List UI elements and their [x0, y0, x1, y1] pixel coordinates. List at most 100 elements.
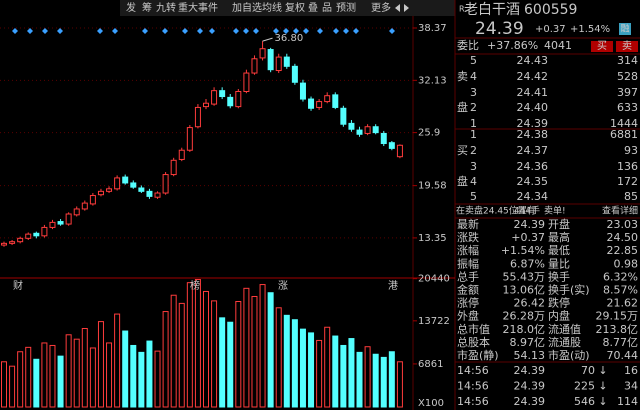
volume-bar: [49, 344, 56, 408]
event-marker[interactable]: [182, 28, 188, 34]
event-marker[interactable]: [253, 28, 259, 34]
trade-arrow: ↓: [598, 395, 607, 408]
event-flag[interactable]: 港: [388, 280, 398, 292]
toolbar-button[interactable]: 均线: [262, 1, 282, 14]
stat-label: 换手(实): [548, 283, 590, 297]
book-volume: 6881: [610, 128, 638, 141]
toolbar-arrows[interactable]: [395, 4, 409, 12]
volume-bar: [380, 356, 387, 408]
event-marker[interactable]: [243, 28, 249, 34]
toolbar-button[interactable]: 复权: [285, 1, 305, 14]
book-level: 1: [470, 117, 477, 130]
candle-body: [81, 202, 88, 210]
stat-label: 振幅: [457, 256, 479, 270]
volume-bar: [73, 338, 80, 408]
volume-bar: [372, 353, 379, 408]
change-pct: +1.54%: [570, 24, 610, 35]
y-tick-label: 19.58: [418, 181, 447, 192]
candle-body: [33, 232, 40, 237]
book-price: 24.42: [517, 70, 549, 83]
volume-bar: [332, 335, 339, 408]
event-marker[interactable]: [303, 28, 309, 34]
y-tick-label: 25.9: [418, 128, 440, 139]
sell-button[interactable]: 卖: [622, 40, 632, 52]
trade-time: 14:56: [457, 364, 489, 377]
event-marker[interactable]: [273, 28, 279, 34]
y-tick-label: 38.37: [418, 23, 447, 34]
event-marker[interactable]: [57, 28, 63, 34]
volume-bar: [186, 282, 193, 408]
candle-body: [1, 242, 7, 246]
stat-label: 金额: [457, 283, 479, 297]
r-badge: R: [459, 5, 465, 14]
volume-bar: [130, 344, 137, 408]
book-price: 24.35: [517, 175, 549, 188]
toolbar-button[interactable]: 预测: [336, 1, 356, 14]
trade-volume: 546: [574, 395, 595, 408]
alert-link[interactable]: 查看详细: [602, 205, 638, 217]
book-volume: 136: [617, 160, 638, 173]
event-marker[interactable]: [97, 28, 103, 34]
candle-body: [340, 107, 347, 125]
event-marker[interactable]: [27, 28, 33, 34]
volume-bar: [235, 301, 242, 408]
event-marker[interactable]: [162, 28, 168, 34]
commission-ratio: +37.86%: [487, 39, 538, 52]
candle-body: [186, 127, 193, 151]
event-flag[interactable]: 财: [13, 279, 23, 292]
event-marker[interactable]: [209, 28, 215, 34]
sell-button-bg[interactable]: [616, 41, 638, 52]
book-level: 1: [470, 128, 477, 141]
buy-button[interactable]: 买: [597, 40, 607, 52]
toolbar-button[interactable]: 九转: [156, 1, 176, 14]
stat-label: 流通值: [548, 322, 581, 336]
book-level: 3: [470, 86, 477, 99]
event-flag[interactable]: 涨: [278, 280, 288, 292]
candle-body: [9, 241, 16, 244]
trade-count: 114: [617, 395, 638, 408]
book-price: 24.43: [517, 54, 549, 67]
event-marker[interactable]: [293, 28, 299, 34]
event-flag[interactable]: 榜: [190, 279, 200, 292]
toolbar-button[interactable]: 加自选: [232, 1, 262, 14]
book-price: 24.34: [517, 190, 549, 203]
event-marker[interactable]: [42, 28, 48, 34]
event-marker[interactable]: [12, 28, 18, 34]
stat-label: 跌停: [548, 296, 570, 310]
buy-button-bg[interactable]: [591, 41, 613, 52]
candle-body: [154, 192, 161, 198]
event-marker[interactable]: [317, 28, 323, 34]
alert-suffix: 卖单!: [544, 205, 566, 217]
volume-bar: [388, 351, 395, 408]
event-marker[interactable]: [233, 28, 239, 34]
event-marker[interactable]: [112, 28, 118, 34]
stat-label: 最高: [548, 230, 570, 244]
stat-label: 涨停: [457, 296, 479, 310]
event-marker[interactable]: [333, 28, 339, 34]
event-marker[interactable]: [343, 28, 349, 34]
toolbar-button[interactable]: 更多: [371, 1, 391, 14]
stat-value: 8.57%: [603, 284, 638, 297]
toolbar-button[interactable]: 重大事件: [178, 1, 218, 14]
event-marker[interactable]: [283, 28, 289, 34]
candle-body: [316, 101, 323, 108]
book-volume: 85: [624, 190, 638, 203]
trade-price: 24.39: [514, 364, 546, 377]
volume-tick-label: 20440: [418, 274, 450, 285]
toolbar-button[interactable]: 筹: [142, 1, 152, 14]
toolbar-button[interactable]: 品: [322, 2, 332, 14]
volume-bar: [122, 330, 129, 408]
y-tick-label: 32.13: [418, 75, 447, 86]
event-marker[interactable]: [197, 28, 203, 34]
commission-label: 委比: [457, 39, 479, 52]
toolbar-button[interactable]: 叠: [308, 2, 318, 14]
event-marker[interactable]: [389, 28, 395, 34]
book-volume: 1444: [610, 117, 638, 130]
toolbar-button[interactable]: 发: [126, 1, 136, 14]
volume-bar: [259, 284, 266, 408]
trade-price: 24.39: [514, 380, 546, 393]
event-marker[interactable]: [142, 28, 148, 34]
toolbar-bar: [120, 0, 455, 16]
event-marker[interactable]: [353, 28, 359, 34]
stat-value: 54.13: [514, 349, 546, 362]
